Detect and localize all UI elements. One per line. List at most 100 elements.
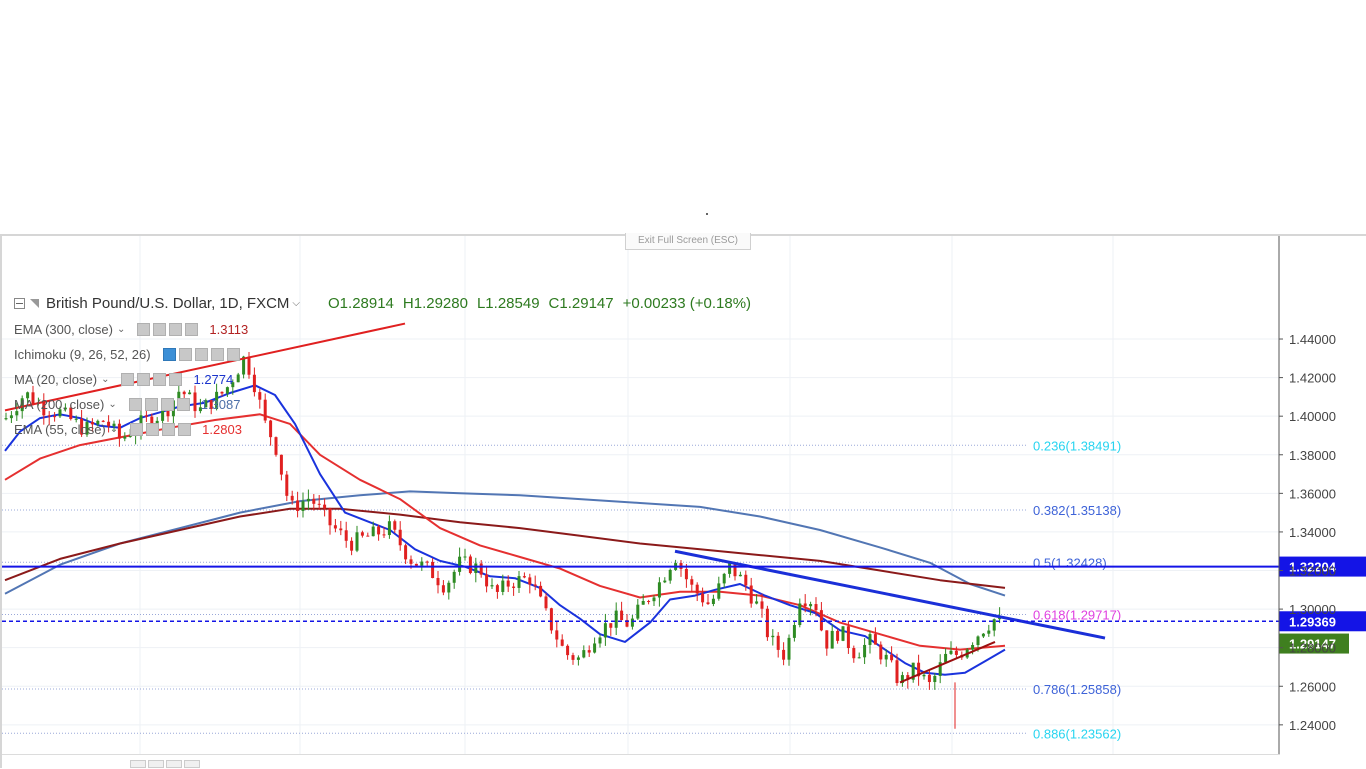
settings-icon[interactable] — [144, 398, 158, 411]
indicator-label[interactable]: EMA (55, close) — [14, 422, 106, 437]
reset-icon[interactable] — [166, 760, 182, 768]
indicator-row-ichimoku[interactable]: Ichimoku (9, 26, 52, 26) — [14, 347, 251, 362]
indicator-label[interactable]: EMA (300, close) — [14, 322, 113, 337]
settings-icon[interactable] — [137, 373, 151, 386]
candle-body — [420, 561, 424, 566]
candle-body — [112, 423, 116, 427]
candle-body — [809, 604, 813, 607]
candle-body — [123, 436, 127, 439]
candle-body — [906, 675, 910, 680]
candle-body — [344, 530, 348, 541]
fib-level-label: 0.886(1.23562) — [1033, 726, 1121, 741]
candle-body — [431, 561, 435, 578]
candle-body — [560, 639, 564, 646]
remove-icon[interactable] — [176, 398, 190, 411]
more-icon[interactable] — [169, 323, 183, 336]
scroll-icon[interactable] — [148, 760, 164, 768]
candle-body — [744, 574, 748, 586]
settings-icon[interactable] — [178, 348, 192, 361]
more-icon[interactable] — [153, 373, 167, 386]
candle-body — [728, 562, 732, 574]
chevron-down-icon[interactable]: ⌄ — [117, 324, 126, 335]
remove-icon[interactable] — [169, 373, 183, 386]
candle-body — [474, 563, 478, 573]
candle-body — [20, 398, 24, 412]
price-tick-label: 1.34000 — [1289, 525, 1336, 540]
candle-body — [922, 674, 926, 677]
indicator-label[interactable]: MA (200, close) — [14, 397, 105, 412]
candle-body — [803, 603, 807, 607]
price-label-text: 1.29369 — [1289, 614, 1336, 629]
candle-body — [706, 602, 710, 604]
candle-body — [306, 498, 310, 502]
price-tick-label: 1.40000 — [1289, 409, 1336, 424]
candle-body — [231, 382, 235, 388]
visibility-icon[interactable] — [128, 398, 142, 411]
indicator-buttons — [162, 348, 243, 361]
candle-body — [614, 610, 618, 628]
chart-frame[interactable] — [0, 234, 1366, 768]
remove-icon[interactable] — [185, 323, 199, 336]
candle-body — [787, 637, 791, 660]
candle-body — [733, 562, 737, 577]
indicator-row-ema300[interactable]: EMA (300, close) ⌄ 1.3113 — [14, 322, 248, 337]
symbol-title[interactable]: British Pound/U.S. Dollar, 1D, FXCM — [46, 295, 290, 312]
price-tick-label: 1.42000 — [1289, 371, 1336, 386]
time-axis-bar[interactable] — [2, 754, 1280, 769]
candle-body — [209, 400, 213, 410]
stray-dot — [706, 213, 708, 215]
visibility-icon[interactable] — [162, 348, 176, 361]
more-icon[interactable] — [160, 398, 174, 411]
zoom-icon[interactable] — [130, 760, 146, 768]
candle-body — [630, 618, 634, 627]
chevron-down-icon[interactable]: ⌄ — [108, 399, 117, 410]
candle-body — [501, 580, 505, 592]
candle-body — [285, 474, 289, 496]
candle-body — [722, 573, 726, 584]
source-icon[interactable] — [194, 348, 208, 361]
visibility-icon[interactable] — [121, 373, 135, 386]
candle-body — [247, 356, 251, 375]
candle-body — [161, 409, 165, 421]
indicator-row-ma20[interactable]: MA (20, close) ⌄ 1.2774 — [14, 372, 233, 387]
indicator-row-ma200[interactable]: MA (200, close) ⌄ 1.3087 — [14, 397, 240, 412]
remove-icon[interactable] — [226, 348, 240, 361]
indicator-label[interactable]: MA (20, close) — [14, 372, 98, 387]
more-icon[interactable] — [210, 348, 224, 361]
chevron-down-icon[interactable]: ⌄ — [109, 424, 119, 435]
settings-icon[interactable] — [153, 323, 167, 336]
candle-body — [895, 660, 899, 684]
settings-icon[interactable] — [146, 423, 160, 436]
indicator-label[interactable]: Ichimoku (9, 26, 52, 26) — [14, 347, 151, 362]
candle-body — [414, 563, 418, 566]
candle-body — [463, 556, 467, 558]
visibility-icon[interactable] — [137, 323, 151, 336]
ohlc-change: +0.00233 (+0.18%) — [622, 295, 752, 312]
indicator-buttons — [128, 398, 193, 411]
remove-icon[interactable] — [178, 423, 192, 436]
candle-body — [468, 556, 472, 573]
collapse-icon[interactable] — [14, 298, 25, 309]
visibility-icon[interactable] — [130, 423, 144, 436]
trendline-red-lower — [899, 640, 996, 684]
candle-body — [377, 526, 381, 535]
indicator-value: 1.3087 — [200, 397, 241, 412]
more-icon[interactable] — [162, 423, 176, 436]
candle-body — [857, 657, 861, 659]
settings-icon[interactable] — [184, 760, 200, 768]
chevron-down-icon[interactable]: ⌄ — [101, 374, 110, 385]
candle-body — [663, 580, 667, 583]
candle-body — [830, 630, 834, 649]
candle-body — [868, 634, 872, 645]
candle-body — [333, 525, 337, 529]
horizontal-levels: 1.32204 1.29369 1.29147 — [2, 556, 1366, 654]
candle-body — [479, 563, 483, 575]
candle-body — [566, 645, 570, 656]
candle-body — [441, 585, 445, 593]
exit-fullscreen-button[interactable]: Exit Full Screen (ESC) — [625, 233, 751, 250]
chevron-down-icon[interactable]: ⌵ — [292, 298, 301, 309]
indicator-row-ema55[interactable]: EMA (55, close) ⌄ 1.2803 — [14, 422, 242, 437]
candle-body — [641, 601, 645, 605]
candle-body — [911, 662, 915, 680]
